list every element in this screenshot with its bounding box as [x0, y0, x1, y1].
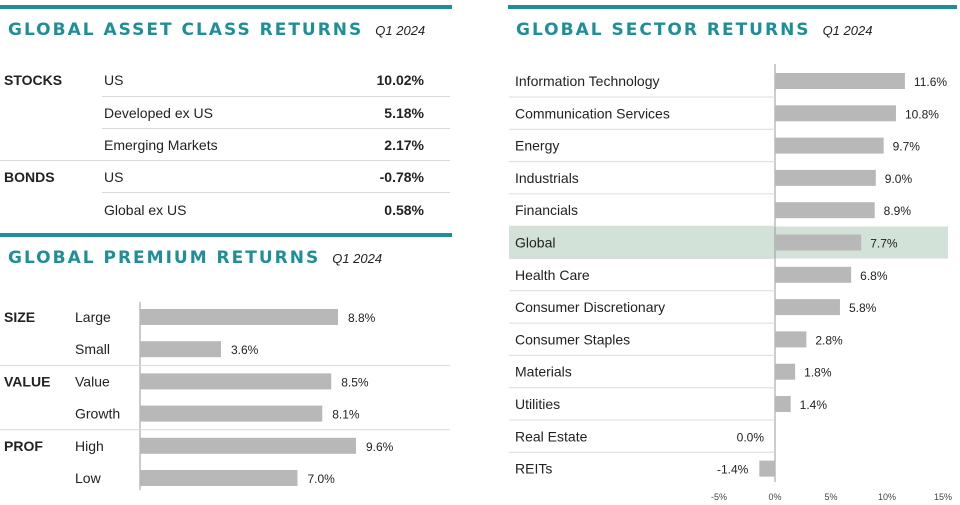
sector-bar [775, 266, 852, 283]
asset-row-divider [102, 96, 450, 97]
sector-data-label: 8.9% [884, 204, 912, 218]
asset-row-value: 10.02% [376, 72, 424, 88]
sector-bar [775, 331, 807, 348]
sector-bar [775, 299, 840, 316]
premium-data-label: 8.8% [348, 311, 376, 325]
sector-category-label: Materials [515, 364, 572, 380]
asset-group-divider [0, 160, 450, 161]
sector-bar [775, 363, 796, 380]
sector-x-tick-label: 5% [824, 492, 837, 502]
premium-period: Q1 2024 [332, 251, 383, 266]
sector-category-label: Industrials [515, 170, 579, 186]
premium-category-label: Large [75, 309, 111, 325]
sector-category-label: Information Technology [515, 73, 660, 89]
sector-category-label: Consumer Discretionary [515, 299, 665, 315]
asset-group-label: BONDS [4, 169, 55, 185]
sector-bar [775, 105, 896, 122]
premium-group-label: PROF [4, 438, 43, 454]
sector-highlight-band [509, 226, 948, 259]
sector-data-label: 5.8% [849, 301, 877, 315]
sector-data-label: 6.8% [860, 269, 888, 283]
sector-data-label: 11.6% [914, 75, 947, 89]
sector-bar [775, 73, 905, 89]
asset-row-value: 5.18% [384, 105, 424, 121]
sector-bar [775, 396, 791, 412]
sector-bar [775, 137, 884, 154]
sector-bar [775, 234, 862, 251]
sector-category-label: Global [515, 235, 555, 251]
sector-data-label: 9.0% [885, 172, 913, 186]
sector-x-tick-label: -5% [711, 492, 727, 502]
premium-category-label: Small [75, 341, 110, 357]
sector-data-label: -1.4% [717, 463, 749, 477]
sector-category-label: Financials [515, 202, 578, 218]
asset-title-text: GLOBAL ASSET CLASS RETURNS [8, 20, 364, 40]
premium-bar [140, 373, 332, 390]
asset-row-label: Global ex US [104, 202, 187, 218]
sector-data-label: 1.4% [800, 398, 828, 412]
sector-panel-rule [508, 5, 957, 9]
sector-data-label: 2.8% [815, 333, 843, 347]
sector-bar [775, 202, 875, 219]
sector-x-tick-label: 10% [878, 492, 896, 502]
sector-category-label: REITs [515, 461, 552, 477]
sector-panel-title: GLOBAL SECTOR RETURNS Q1 2024 [516, 20, 872, 40]
premium-data-label: 8.1% [332, 408, 360, 422]
sector-category-label: Utilities [515, 396, 560, 412]
asset-period: Q1 2024 [375, 23, 426, 38]
sector-category-label: Real Estate [515, 428, 588, 444]
asset-row-divider [102, 192, 450, 193]
premium-data-label: 8.5% [341, 375, 369, 389]
asset-row-label: US [104, 169, 124, 185]
premium-panel-title: GLOBAL PREMIUM RETURNS Q1 2024 [8, 248, 382, 268]
sector-bar [759, 460, 775, 477]
premium-title-text: GLOBAL PREMIUM RETURNS [8, 248, 321, 268]
premium-bar [140, 437, 356, 454]
premium-data-label: 3.6% [231, 343, 259, 357]
asset-row-label: Developed ex US [104, 105, 213, 121]
sector-data-label: 0.0% [737, 430, 765, 444]
sector-period: Q1 2024 [822, 23, 873, 38]
sector-data-label: 1.8% [804, 366, 832, 380]
asset-row-divider [102, 128, 450, 129]
sector-bar [775, 169, 876, 186]
sector-x-tick-label: 0% [768, 492, 781, 502]
premium-bar [140, 405, 323, 422]
asset-row-value: -0.78% [379, 169, 424, 185]
sector-title-text: GLOBAL SECTOR RETURNS [516, 20, 811, 40]
asset-panel-title: GLOBAL ASSET CLASS RETURNS Q1 2024 [8, 20, 425, 40]
sector-x-tick-label: 15% [934, 492, 952, 502]
premium-category-label: High [75, 438, 104, 454]
premium-data-label: 7.0% [308, 472, 336, 486]
premium-panel-rule [0, 233, 452, 237]
sector-data-label: 10.8% [905, 107, 939, 121]
premium-group-label: VALUE [4, 373, 50, 389]
sector-category-label: Communication Services [515, 105, 670, 121]
sector-category-label: Health Care [515, 267, 590, 283]
asset-row-value: 2.17% [384, 137, 424, 153]
sector-data-label: 9.7% [893, 140, 921, 154]
premium-group-label: SIZE [4, 309, 35, 325]
asset-panel-rule [0, 5, 452, 9]
sector-category-label: Consumer Staples [515, 331, 630, 347]
asset-row-value: 0.58% [384, 202, 424, 218]
premium-category-label: Growth [75, 406, 120, 422]
asset-row-label: US [104, 72, 124, 88]
sector-data-label: 7.7% [870, 237, 898, 251]
asset-group-label: STOCKS [4, 72, 63, 88]
premium-category-label: Low [75, 470, 102, 486]
premium-bar [140, 470, 298, 486]
premium-bar [140, 309, 338, 325]
asset-row-label: Emerging Markets [104, 137, 218, 153]
sector-category-label: Energy [515, 138, 559, 154]
premium-data-label: 9.6% [366, 440, 394, 454]
premium-bar [140, 341, 221, 358]
premium-category-label: Value [75, 373, 110, 389]
